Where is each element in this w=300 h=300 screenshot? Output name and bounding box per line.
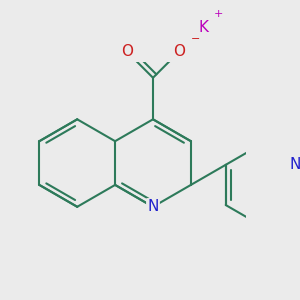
Text: +: + (214, 9, 223, 19)
Text: N: N (147, 199, 159, 214)
Text: O: O (121, 44, 133, 59)
Text: −: − (191, 34, 201, 44)
Text: O: O (173, 44, 185, 59)
Text: K: K (198, 20, 208, 35)
Text: N: N (290, 157, 300, 172)
